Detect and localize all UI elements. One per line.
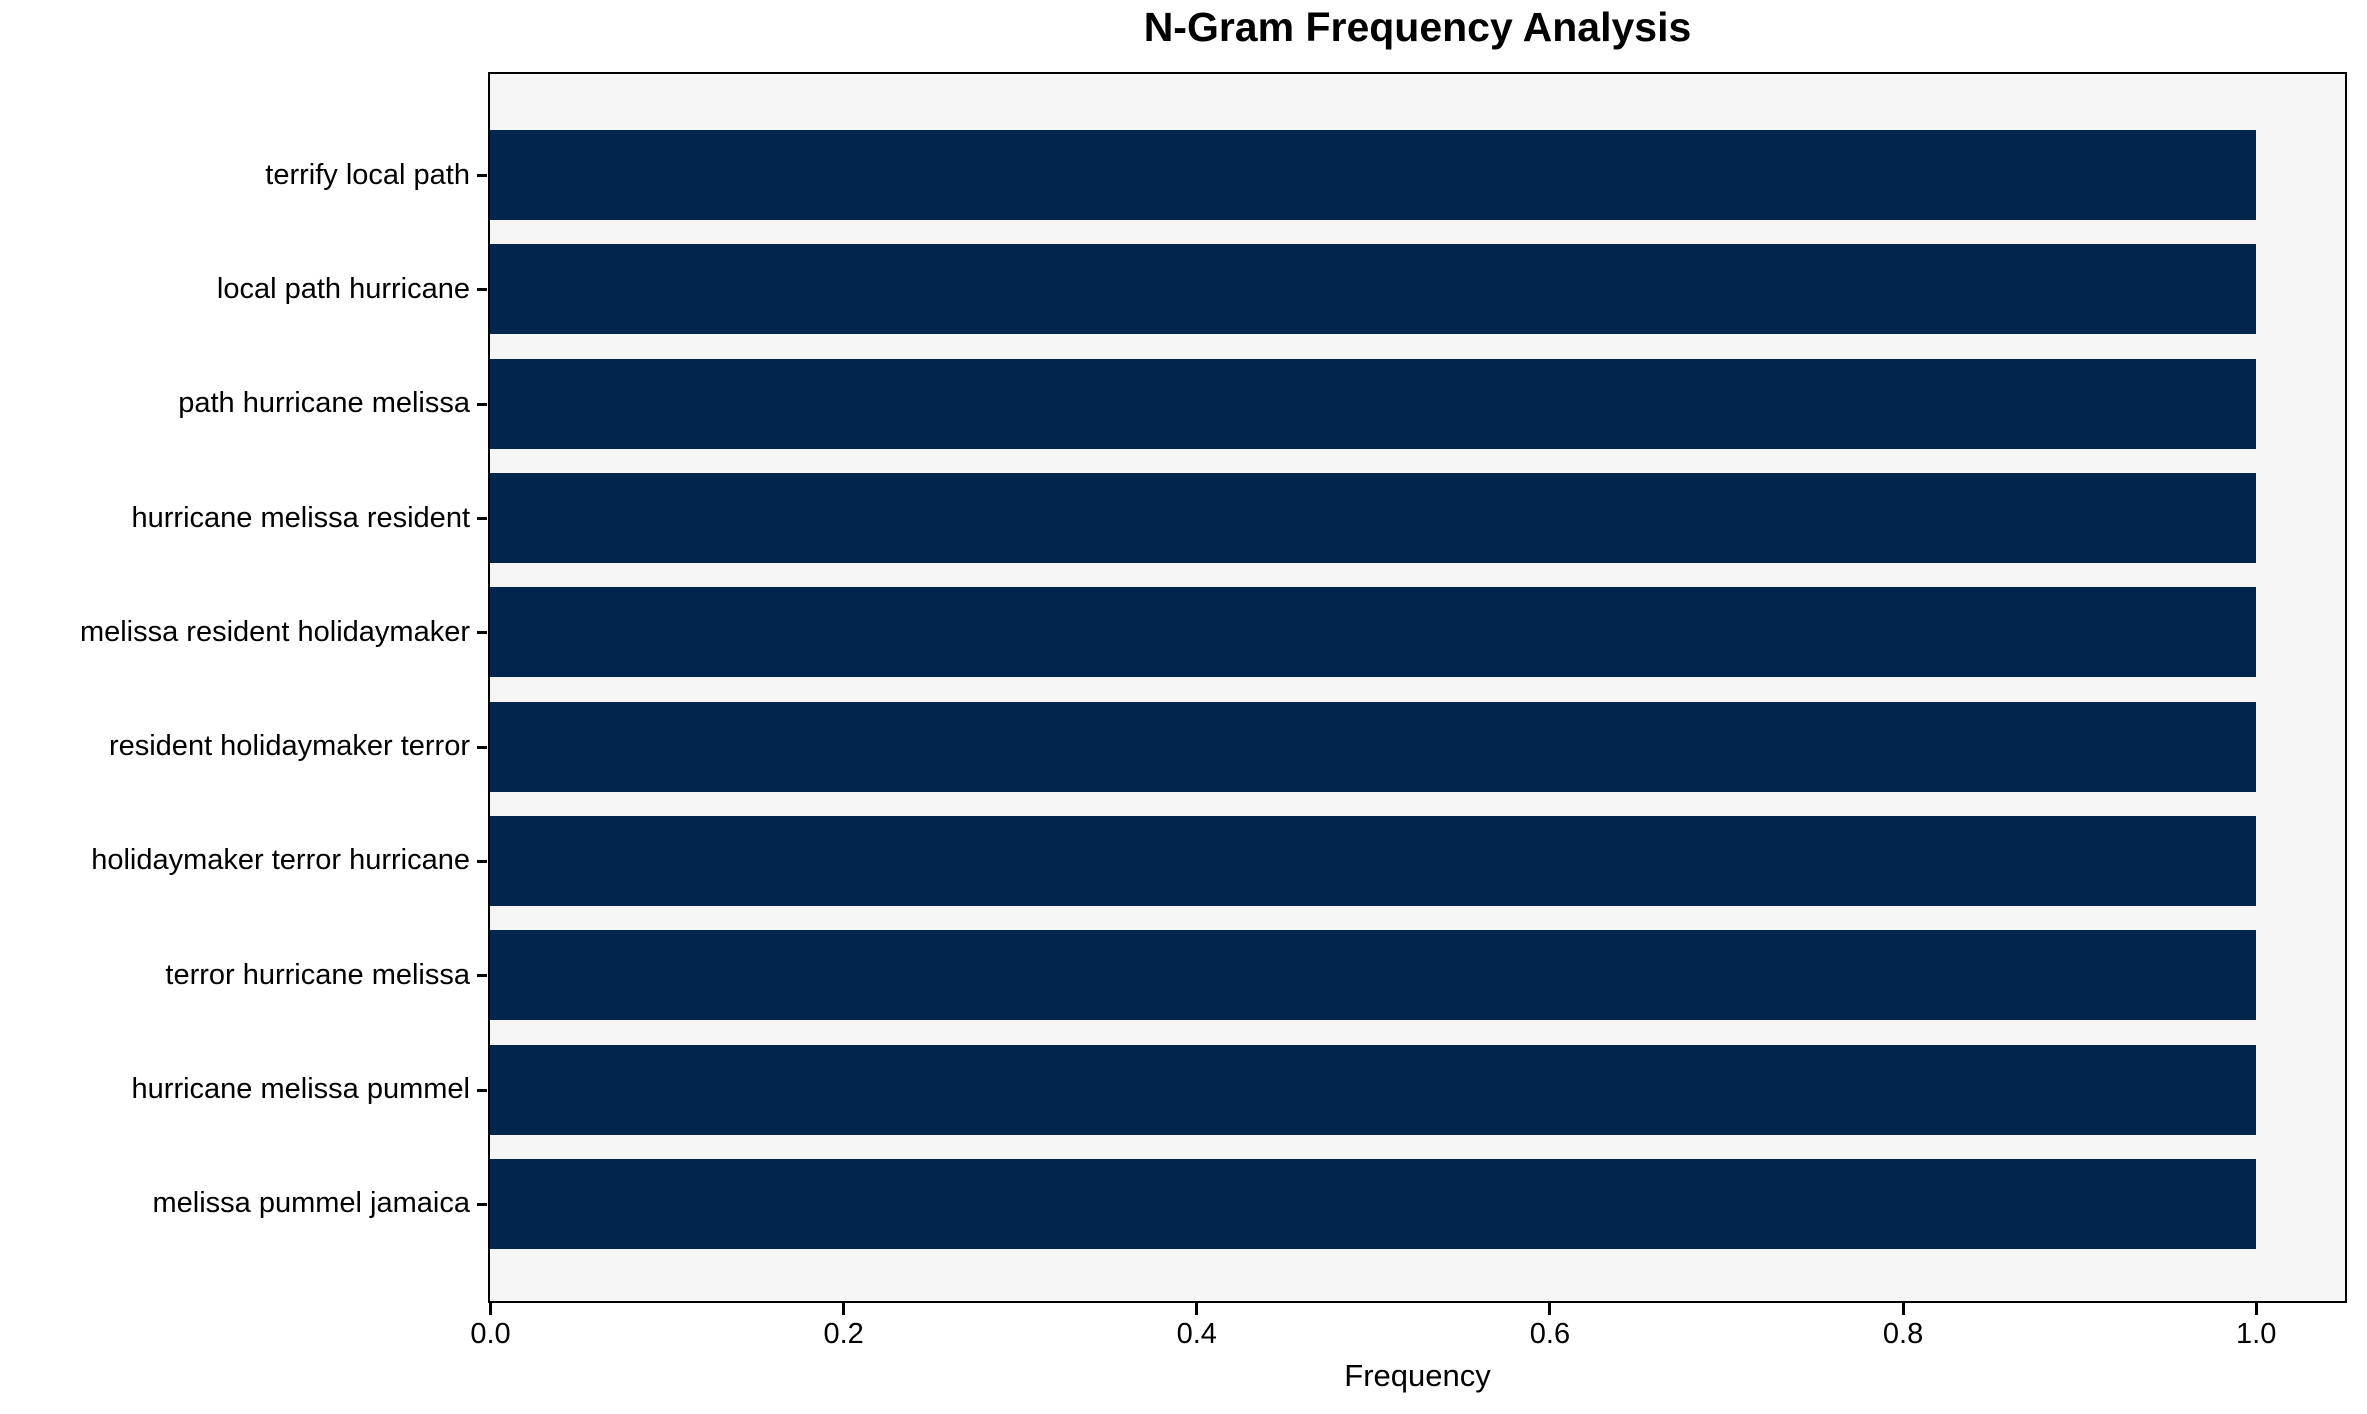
y-tick-label: melissa pummel jamaica [152,1187,471,1220]
x-tick-label: 0.4 [1176,1318,1217,1350]
chart-title: N-Gram Frequency Analysis [1143,4,1692,50]
y-tick-label: local path hurricane [216,272,470,305]
x-tick-mark [489,1303,492,1315]
y-tick-label: hurricane melissa pummel [131,1072,470,1105]
bar [490,1158,2256,1249]
bar [490,930,2256,1021]
y-tick-mark [477,402,487,406]
y-tick-label: resident holidaymaker terror [108,729,470,762]
y-tick-label: path hurricane melissa [178,387,470,420]
plot-area [488,72,2347,1303]
x-axis-title: Frequency [1344,1358,1491,1393]
y-tick-mark [477,1088,487,1092]
x-tick-label: 0.2 [823,1318,864,1350]
y-tick-label: terrify local path [265,158,470,191]
bar [490,244,2256,335]
y-tick-mark [477,517,487,521]
bar [490,473,2256,564]
y-tick-mark [477,974,487,978]
y-tick-label: holidaymaker terror hurricane [91,844,470,877]
x-tick-mark [1195,1303,1199,1315]
y-tick-label: terror hurricane melissa [165,958,470,991]
y-tick-mark [477,859,487,863]
y-tick-mark [477,288,487,292]
bar [490,358,2256,449]
y-tick-mark [477,745,487,749]
x-tick-label: 0.8 [1882,1318,1924,1350]
bar [490,587,2256,678]
x-tick-mark [842,1303,846,1315]
y-tick-mark [477,1202,487,1206]
x-tick-mark [1901,1303,1905,1315]
y-tick-label: melissa resident holidaymaker [79,615,470,648]
x-tick-label: 0.6 [1529,1318,1571,1350]
y-tick-label: hurricane melissa resident [131,501,470,534]
x-tick-mark [1548,1303,1552,1315]
x-tick-mark [2254,1303,2258,1315]
bar [490,1044,2256,1135]
x-tick-label: 0.0 [470,1318,511,1350]
bar [490,701,2256,792]
y-tick-mark [477,174,487,178]
bar [490,815,2256,906]
x-tick-label: 1.0 [2236,1318,2277,1350]
bar [490,130,2256,221]
y-tick-mark [477,631,487,635]
